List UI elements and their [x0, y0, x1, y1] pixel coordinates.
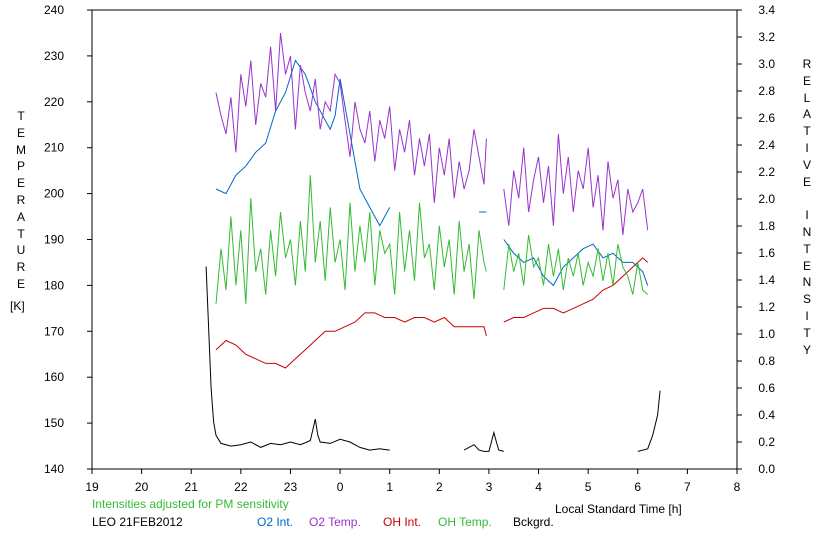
right-y-tick-label: 0.8: [758, 354, 775, 368]
axis-label-letter: E: [802, 258, 811, 273]
right-y-tick-label: 0.6: [758, 381, 775, 395]
axis-label-letter: R: [802, 57, 812, 71]
axes-layer: 19 20 21 22 23 0 1 2 3 4 5 6 7 8140150160170180190200…: [44, 3, 775, 494]
left-y-tick-label: 220: [44, 95, 64, 109]
axis-label-letter: U: [16, 243, 26, 258]
legend-entry: Bckgrd.: [513, 515, 554, 529]
axis-label-letter: L: [803, 90, 811, 105]
right-y-tick-label: 1.8: [758, 219, 775, 233]
x-tick-label: 21: [185, 480, 199, 494]
x-tick-label: 1: [386, 480, 393, 494]
left-y-tick-label: 190: [44, 233, 64, 247]
pm-sensitivity-note: Intensities adjusted for PM sensitivity: [92, 497, 289, 511]
left-y-tick-label: 140: [44, 462, 64, 476]
axis-label-letter: P: [16, 159, 25, 174]
x-tick-label: 6: [634, 480, 641, 494]
right-y-tick-label: 2.0: [758, 192, 775, 206]
axis-label-letter: R: [16, 260, 26, 275]
legend-entry: O2 Temp.: [309, 515, 361, 529]
axis-label-letter: N: [802, 275, 812, 290]
series-line-oh-int: [215, 257, 649, 369]
right-y-tick-label: 1.2: [758, 300, 775, 314]
axis-label-letter: T: [17, 109, 25, 123]
x-tick-label: 22: [234, 480, 248, 494]
right-y-tick-label: 3.4: [758, 3, 775, 17]
x-tick-label: 19: [85, 480, 99, 494]
legend-entry: OH Temp.: [438, 515, 492, 529]
axis-label-letter: Y: [802, 342, 811, 357]
right-y-tick-label: 0.0: [758, 462, 775, 476]
axis-label-letter: I: [805, 140, 809, 155]
axis-label-letter: S: [802, 292, 811, 307]
axis-label-letter: I: [805, 208, 809, 223]
right-y-tick-label: 2.8: [758, 84, 775, 98]
axis-label-letter: E: [802, 174, 811, 189]
left-y-tick-label: 170: [44, 324, 64, 338]
legend-entry: OH Int.: [383, 515, 421, 529]
right-y-tick-label: 0.4: [758, 408, 775, 422]
axis-label-letter: N: [802, 224, 812, 239]
axis-label-letter: T: [803, 325, 811, 340]
left-y-tick-label: 160: [44, 370, 64, 384]
left-axis-unit: [K]: [10, 299, 25, 313]
x-tick-label: 8: [734, 480, 741, 494]
left-y-tick-label: 240: [44, 3, 64, 17]
right-y-tick-label: 3.0: [758, 57, 775, 71]
plot-frame: [91, 9, 738, 470]
left-y-tick-label: 200: [44, 187, 64, 201]
right-y-tick-label: 2.2: [758, 165, 775, 179]
axis-label-letter: E: [16, 176, 25, 191]
axis-label-letter: V: [802, 157, 811, 172]
axis-label-letter: T: [17, 226, 25, 241]
series-line-oh-temp: [215, 175, 649, 304]
right-y-tick-label: 2.6: [758, 111, 775, 125]
right-y-tick-label: 2.4: [758, 138, 775, 152]
x-tick-label: 7: [684, 480, 691, 494]
left-y-tick-label: 180: [44, 278, 64, 292]
x-tick-label: 5: [585, 480, 592, 494]
axis-label-letter: E: [16, 276, 25, 291]
left-y-tick-label: 230: [44, 49, 64, 63]
series-line-o2-temp: [215, 32, 649, 235]
legend-entry: O2 Int.: [257, 515, 293, 529]
x-tick-label: 20: [135, 480, 149, 494]
right-y-tick-label: 0.2: [758, 435, 775, 449]
right-y-tick-label: 1.0: [758, 327, 775, 341]
axis-label-letter: M: [16, 142, 26, 157]
axis-label-letter: A: [16, 209, 25, 224]
axis-label-letter: E: [802, 73, 811, 88]
axis-label-letter: A: [802, 107, 811, 122]
left-y-tick-label: 150: [44, 416, 64, 430]
right-y-tick-label: 1.4: [758, 273, 775, 287]
x-tick-label: 23: [284, 480, 298, 494]
series-layer: [205, 32, 661, 452]
axis-label-letter: [798, 190, 816, 207]
axis-label-letter: E: [16, 125, 25, 140]
right-y-tick-label: 3.2: [758, 30, 775, 44]
series-line-bckgrd: [205, 266, 661, 452]
left-y-tick-label: 210: [44, 141, 64, 155]
axis-label-letter: T: [803, 241, 811, 256]
station-date-label: LEO 21FEB2012: [92, 515, 183, 529]
x-axis-label: Local Standard Time [h]: [555, 502, 682, 516]
legend: O2 Int. O2 Temp. OH Int. OH Temp. Bckgrd.: [257, 515, 554, 529]
x-tick-label: 3: [486, 480, 493, 494]
axis-label-letter: T: [803, 124, 811, 139]
right-y-tick-label: 1.6: [758, 246, 775, 260]
x-tick-label: 4: [535, 480, 542, 494]
x-tick-label: 2: [436, 480, 443, 494]
axis-label-letter: I: [805, 308, 809, 323]
axis-label-letter: R: [16, 192, 26, 207]
x-tick-label: 0: [337, 480, 344, 494]
